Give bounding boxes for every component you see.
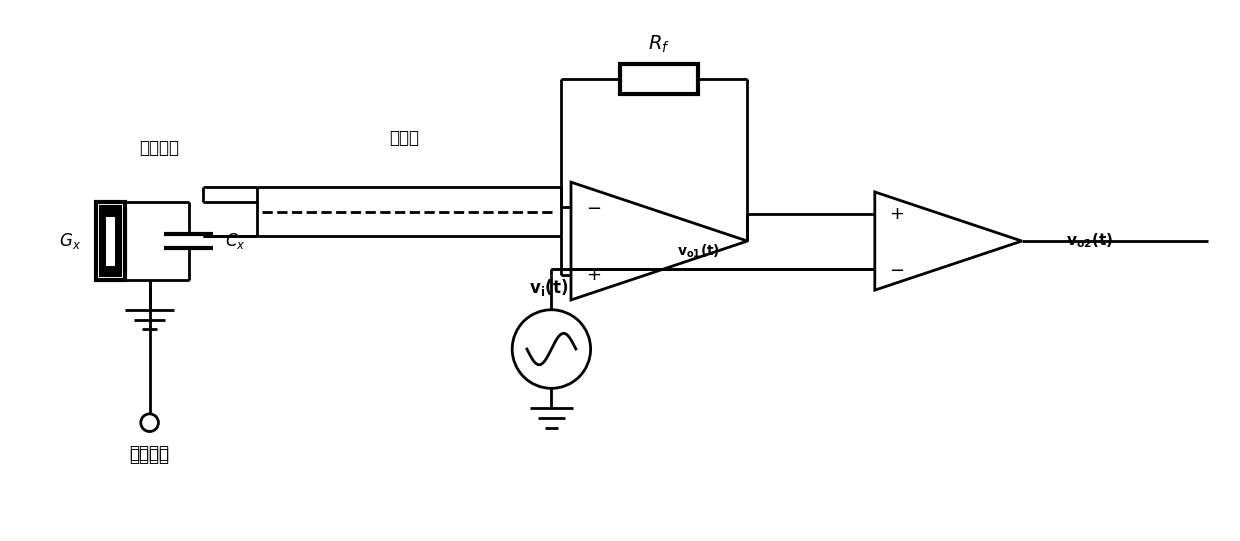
Text: $-$: $-$	[889, 260, 905, 278]
Text: $\bf{v_{o2}(t)}$: $\bf{v_{o2}(t)}$	[1066, 232, 1114, 250]
Text: G$_x$: G$_x$	[60, 231, 81, 251]
Text: C$_x$: C$_x$	[224, 231, 246, 251]
Text: $\bf{v_i(t)}$: $\bf{v_i(t)}$	[529, 277, 568, 298]
Text: 保护电极: 保护电极	[130, 447, 170, 465]
Text: $+$: $+$	[585, 266, 601, 285]
Text: $\bf{v_{o1}(t)}$: $\bf{v_{o1}(t)}$	[677, 242, 720, 260]
Bar	[620, 64, 698, 94]
Text: $+$: $+$	[889, 204, 905, 222]
Bar	[105, 216, 115, 266]
Text: $-$: $-$	[585, 197, 601, 216]
Text: 屏蔽层: 屏蔽层	[389, 129, 419, 147]
Bar	[95, 202, 125, 280]
Bar	[99, 204, 123, 278]
Text: 测量电极: 测量电极	[139, 139, 180, 157]
Text: R$_f$: R$_f$	[649, 34, 671, 55]
Text: 保护电极: 保护电极	[130, 444, 170, 462]
